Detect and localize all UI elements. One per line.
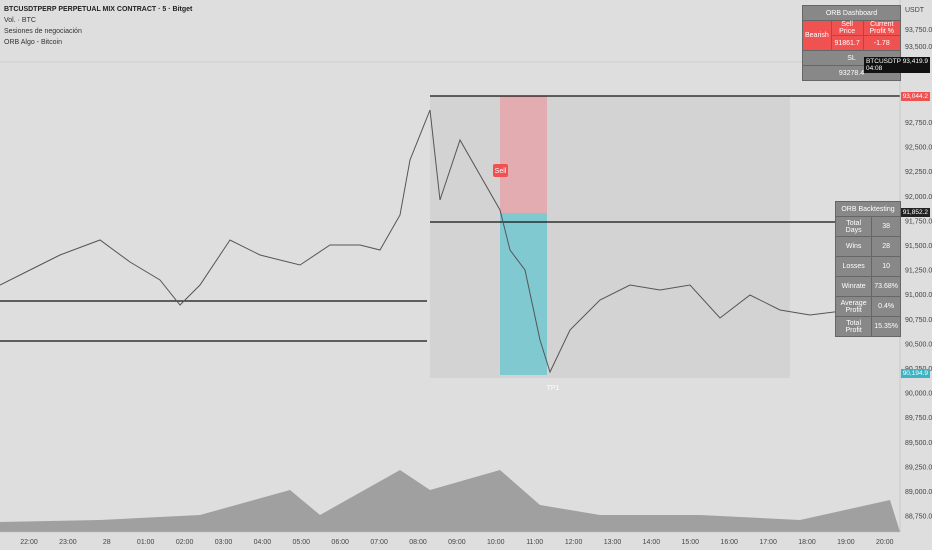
indicator[interactable]: ORB Algo - Bitcoin bbox=[4, 39, 62, 46]
symbol-title: BTCUSDTPERP PERPETUAL MIX CONTRACT · 5 ·… bbox=[4, 6, 193, 13]
value-cell: -1.78 bbox=[862, 35, 902, 51]
stat-value: 15.35% bbox=[871, 316, 901, 337]
time-label: 08:00 bbox=[409, 539, 427, 546]
stat-value: 28 bbox=[871, 236, 901, 257]
time-label: 05:00 bbox=[293, 539, 311, 546]
price-label: 91,500.0 bbox=[905, 243, 932, 250]
stat-label: Total Days bbox=[834, 216, 873, 237]
price-label: 90,000.0 bbox=[905, 391, 932, 398]
symbol-tag: BTCUSDTP bbox=[865, 58, 901, 65]
indicator[interactable]: Vol. · BTC bbox=[4, 17, 36, 24]
time-label: 12:00 bbox=[565, 539, 583, 546]
countdown: 04:08 bbox=[865, 65, 883, 72]
header-cell: Sell Price bbox=[830, 20, 864, 36]
time-label: 11:00 bbox=[526, 539, 543, 546]
time-label: 01:00 bbox=[137, 539, 155, 546]
direction: Bearish bbox=[802, 20, 832, 51]
time-label: 18:00 bbox=[798, 539, 816, 546]
time-label: 07:00 bbox=[370, 539, 388, 546]
stat-value: 10 bbox=[871, 256, 901, 277]
price-label: 89,250.0 bbox=[905, 464, 932, 471]
currency[interactable]: USDT bbox=[905, 7, 925, 14]
price-label: 91,250.0 bbox=[905, 268, 932, 275]
time-label: 13:00 bbox=[604, 539, 622, 546]
stat-value: 38 bbox=[871, 216, 901, 237]
time-label: 20:00 bbox=[876, 539, 894, 546]
time-label: 02:00 bbox=[176, 539, 194, 546]
time-label: 10:00 bbox=[487, 539, 505, 546]
stat-value: 0.4% bbox=[871, 296, 901, 317]
time-label: 03:00 bbox=[215, 539, 233, 546]
last-price: 93,419.9 bbox=[902, 58, 928, 65]
orb-backtesting: ORB Backtesting Total Days 38 Wins 28 Losses… bbox=[834, 201, 901, 337]
time-label: 09:00 bbox=[448, 539, 466, 546]
price-label: 89,500.0 bbox=[905, 440, 932, 447]
time-label: 23:00 bbox=[59, 539, 77, 546]
price-label: 92,250.0 bbox=[905, 169, 932, 176]
sell-label: Sell bbox=[495, 168, 507, 175]
tp-tag: 90,194.9 bbox=[900, 369, 930, 378]
tp-label: TP1 bbox=[547, 385, 560, 392]
price-label: 93,750.0 bbox=[905, 27, 932, 34]
backtesting-title: ORB Backtesting bbox=[835, 201, 901, 217]
time-label: 17:00 bbox=[759, 539, 777, 546]
price-label: 89,750.0 bbox=[905, 415, 932, 422]
dashboard-title: ORB Dashboard bbox=[802, 5, 901, 21]
price-label: 93,500.0 bbox=[905, 44, 932, 51]
orb-high-tag: 93,044.2 bbox=[900, 92, 930, 101]
stat-value: 73.68% bbox=[871, 276, 901, 297]
orb-dashboard: ORB Dashboard Bearish Sell Price Current… bbox=[802, 5, 902, 81]
price-label: 91,000.0 bbox=[905, 292, 932, 299]
indicator[interactable]: Sesiones de negociación bbox=[4, 28, 82, 35]
orb-low-tag: 91,852.2 bbox=[900, 208, 930, 217]
stat-label: Losses bbox=[834, 256, 873, 277]
time-label: 19:00 bbox=[837, 539, 855, 546]
time-label: 28 bbox=[103, 539, 111, 546]
price-label: 92,750.0 bbox=[905, 120, 932, 127]
time-label: 04:00 bbox=[254, 539, 272, 546]
stat-label: Total Profit bbox=[834, 316, 873, 337]
price-label: 90,750.0 bbox=[905, 317, 932, 324]
stat-label: Wins bbox=[834, 236, 873, 257]
stat-label: Average Profit bbox=[834, 296, 873, 317]
price-label: 90,500.0 bbox=[905, 341, 932, 348]
last-price-tag: BTCUSDTP 93,419.9 04:08 bbox=[863, 57, 930, 73]
value-cell: 91861.7 bbox=[830, 35, 864, 51]
time-label: 06:00 bbox=[331, 539, 349, 546]
price-label: 88,750.0 bbox=[905, 514, 932, 521]
price-label: 92,000.0 bbox=[905, 194, 932, 201]
time-label: 14:00 bbox=[643, 539, 661, 546]
header-cell: Current Profit % bbox=[862, 20, 902, 36]
time-label: 16:00 bbox=[720, 539, 738, 546]
stat-label: Winrate bbox=[834, 276, 873, 297]
time-label: 22:00 bbox=[20, 539, 38, 546]
price-label: 91,750.0 bbox=[905, 218, 932, 225]
price-label: 89,000.0 bbox=[905, 489, 932, 496]
time-label: 15:00 bbox=[682, 539, 700, 546]
price-label: 92,500.0 bbox=[905, 145, 932, 152]
header: BTCUSDTPERP PERPETUAL MIX CONTRACT · 5 ·… bbox=[4, 4, 192, 48]
